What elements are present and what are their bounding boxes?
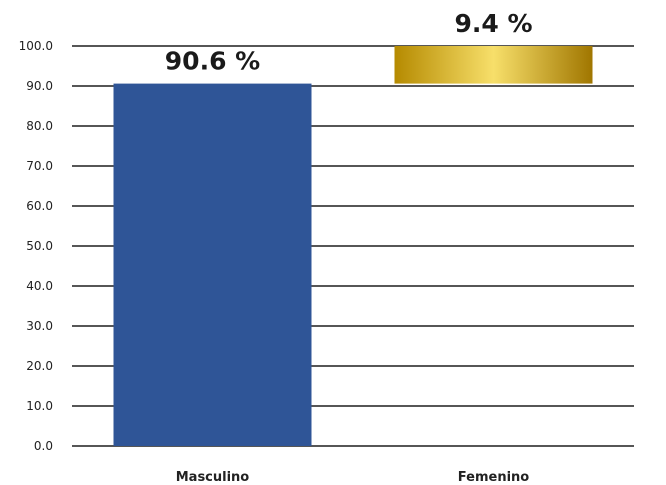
y-tick-label: 30.0	[26, 319, 53, 333]
category-label-masculino: Masculino	[176, 470, 250, 485]
bars	[113, 46, 593, 446]
x-axis-category-labels: Masculino Femenino	[176, 470, 530, 485]
y-tick-label: 80.0	[26, 119, 53, 133]
y-tick-label: 100.0	[19, 39, 53, 53]
data-labels: 90.6 % 9.4 %	[165, 9, 533, 76]
y-tick-label: 20.0	[26, 359, 53, 373]
y-tick-label: 90.0	[26, 79, 53, 93]
bar-masculino	[113, 83, 312, 446]
data-label-masculino: 90.6 %	[165, 47, 260, 76]
y-tick-label: 0.0	[34, 439, 53, 453]
y-tick-label: 60.0	[26, 199, 53, 213]
y-tick-label: 50.0	[26, 239, 53, 253]
bar-femenino	[394, 46, 593, 84]
y-tick-label: 40.0	[26, 279, 53, 293]
data-label-femenino: 9.4 %	[454, 9, 532, 38]
y-tick-label: 10.0	[26, 399, 53, 413]
category-label-femenino: Femenino	[458, 470, 529, 485]
y-axis-tick-labels: 0.0 10.0 20.0 30.0 40.0 50.0 60.0 70.0 80.0 90.0 1…	[19, 39, 53, 453]
y-tick-label: 70.0	[26, 159, 53, 173]
